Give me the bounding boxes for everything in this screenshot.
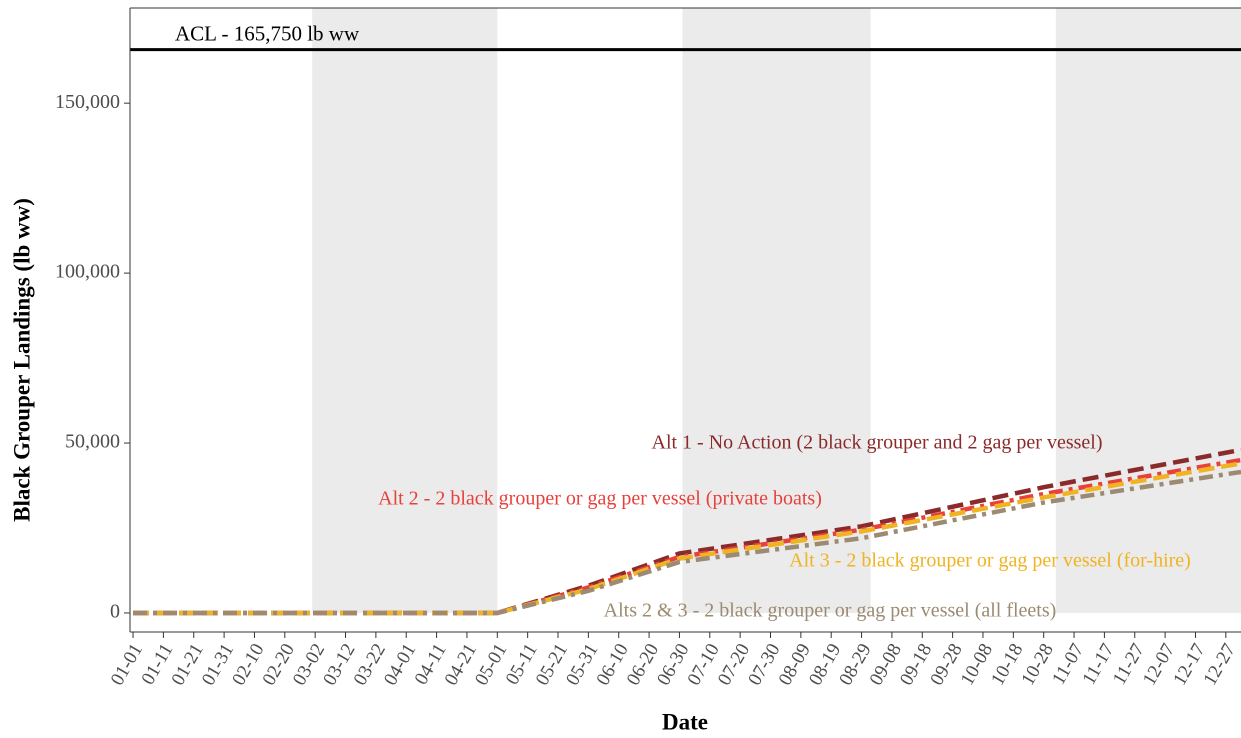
series-label: Alts 2 & 3 - 2 black grouper or gag per … [604, 600, 1057, 622]
series-label: Alt 1 - No Action (2 black grouper and 2… [652, 432, 1103, 454]
series-line [133, 461, 1241, 616]
x-tick-label: 04-01 [380, 640, 420, 689]
x-tick-label: 11-07 [1048, 640, 1088, 688]
x-tick-label: 01-01 [107, 640, 147, 689]
series-label: Alt 2 - 2 black grouper or gag per vesse… [378, 488, 822, 510]
y-axis-label: Black Grouper Landings (lb ww) [9, 198, 34, 522]
shaded-period [1055, 8, 1241, 613]
shaded-period [682, 8, 871, 613]
x-axis-label: Date [662, 709, 708, 734]
y-tick-label: 0 [110, 601, 120, 623]
x-tick-label: 10-28 [1017, 640, 1057, 689]
y-tick-label: 50,000 [65, 431, 120, 453]
x-tick-label: 12-27 [1200, 640, 1240, 689]
series-line [133, 447, 1241, 616]
series-line [133, 469, 1241, 616]
x-tick-label: 11-17 [1079, 640, 1119, 688]
shaded-period [312, 8, 498, 613]
series-label: Alt 3 - 2 black grouper or gag per vesse… [789, 550, 1191, 572]
reference-label: ACL - 165,750 lb ww [175, 21, 360, 45]
y-tick-label: 150,000 [55, 91, 120, 113]
x-tick-label: 05-01 [471, 640, 511, 689]
y-tick-label: 100,000 [55, 261, 120, 283]
